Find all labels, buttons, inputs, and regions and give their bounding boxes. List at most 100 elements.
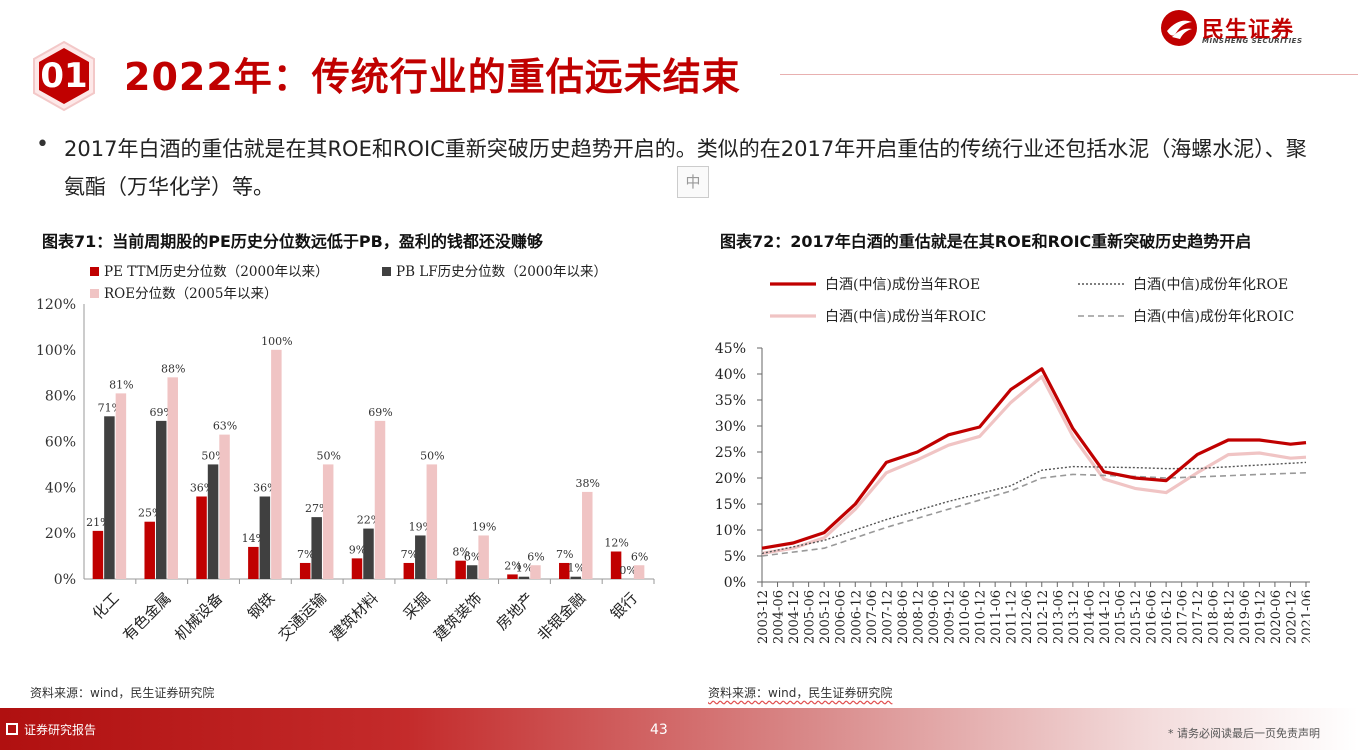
x-tick-label: 2007-06 [865, 590, 880, 644]
y-tick-label: 5% [724, 549, 746, 565]
bar [530, 565, 541, 579]
bar-value-label: 100% [261, 335, 292, 348]
x-tick-label: 2009-06 [927, 590, 942, 644]
bar [219, 434, 230, 579]
x-tick-label: 2014-06 [1082, 590, 1097, 644]
bar [633, 565, 645, 579]
x-tick-label: 2018-06 [1207, 590, 1222, 644]
y-tick-label: 0% [724, 575, 746, 591]
bar-value-label: 12% [604, 537, 628, 550]
bar-value-label: 81% [109, 378, 133, 391]
bar-value-label: 50% [316, 449, 340, 462]
right-chart-title: 图表72：2017年白酒的重估就是在其ROE和ROIC重新突破历史趋势开启 [720, 232, 1252, 251]
bar [104, 416, 115, 579]
y-tick-label: 10% [715, 523, 746, 539]
right-source: 资料来源：wind，民生证券研究院 [708, 686, 893, 700]
x-category-label: 交通运输 [275, 589, 330, 644]
bar [507, 574, 518, 579]
x-tick-label: 2011-06 [989, 590, 1004, 644]
x-tick-label: 2010-06 [958, 590, 973, 644]
bar-value-label: 63% [213, 420, 237, 433]
bar [299, 562, 311, 579]
x-tick-label: 2006-06 [834, 590, 849, 644]
bar-value-label: 6% [631, 550, 648, 563]
bar-value-label: 7% [401, 548, 418, 561]
x-tick-label: 2005-06 [803, 590, 818, 644]
footer-bar: 证券研究报告 43 * 请务必阅读最后一页免责声明 [0, 708, 1358, 750]
bar-value-label: 9% [349, 543, 366, 556]
x-tick-label: 2003-12 [756, 590, 771, 644]
x-tick-label: 2008-12 [911, 590, 926, 644]
bar-value-label: 88% [161, 362, 185, 375]
y-tick-label: 80% [45, 389, 76, 405]
y-tick-label: 30% [715, 419, 746, 435]
series-line [761, 367, 1307, 550]
report-icon [6, 723, 18, 735]
bar-value-label: 8% [452, 546, 469, 559]
x-tick-label: 2013-12 [1067, 590, 1082, 644]
bar-value-label: 19% [472, 520, 496, 533]
bar [518, 576, 530, 579]
bar [455, 560, 466, 579]
x-tick-label: 2018-12 [1222, 590, 1237, 644]
y-tick-label: 45% [715, 341, 746, 357]
page-number: 43 [650, 722, 668, 738]
series-line [761, 375, 1307, 555]
legend-label: PE TTM历史分位数（2000年以来） [104, 264, 329, 280]
bar [478, 535, 489, 579]
y-tick-label: 15% [715, 497, 746, 513]
bar [374, 420, 386, 579]
x-category-label: 建筑材料 [327, 589, 382, 644]
y-tick-label: 40% [45, 480, 76, 496]
bar [403, 562, 415, 579]
left-chart-title: 图表71：当前周期股的PE历史分位数远低于PB，盈利的钱都还没赚够 [42, 232, 543, 251]
bar-value-label: 7% [297, 548, 314, 561]
x-category-label: 建筑装饰 [430, 589, 485, 644]
bar [207, 464, 219, 579]
x-tick-label: 2019-12 [1253, 590, 1268, 644]
legend-label: 白酒(中信)成份当年ROIC [825, 309, 986, 325]
x-tick-label: 2010-12 [974, 590, 989, 644]
bar-value-label: 50% [420, 449, 444, 462]
x-category-label: 银行 [607, 589, 641, 623]
left-source: 资料来源：wind，民生证券研究院 [30, 686, 215, 700]
y-tick-label: 25% [715, 445, 746, 461]
bar [582, 491, 593, 579]
legend-label: 白酒(中信)成份当年ROE [825, 277, 980, 293]
bar [351, 558, 363, 579]
page-title: 2022年：传统行业的重估远未结束 [124, 55, 741, 99]
disclaimer-note[interactable]: * 请务必阅读最后一页免责声明 [1168, 727, 1320, 740]
x-tick-label: 2009-12 [943, 590, 958, 644]
y-tick-label: 120% [36, 297, 76, 313]
x-category-label: 机械设备 [171, 589, 226, 644]
bar-value-label: 0% [619, 564, 636, 577]
bar [144, 521, 155, 579]
hexagon-icon [33, 40, 95, 112]
y-tick-label: 100% [36, 343, 76, 359]
footer-label: 证券研究报告 [24, 723, 97, 737]
bar-value-label: 2% [504, 559, 521, 572]
bar [196, 496, 207, 579]
x-tick-label: 2011-12 [1005, 590, 1020, 644]
x-tick-label: 2007-12 [880, 590, 895, 644]
x-tick-label: 2012-06 [1020, 590, 1035, 644]
y-tick-label: 20% [45, 526, 76, 542]
bar [415, 535, 426, 579]
x-tick-label: 2016-12 [1160, 590, 1175, 644]
bar-value-label: 69% [368, 406, 392, 419]
bar [311, 517, 322, 579]
bar-value-label: 38% [576, 477, 600, 490]
legend-label: PB LF历史分位数（2000年以来） [396, 264, 607, 280]
x-category-label: 采掘 [400, 589, 434, 623]
x-tick-label: 2020-12 [1284, 590, 1299, 644]
logo-text-cn: 民生证券 [1202, 18, 1295, 43]
y-tick-label: 35% [715, 393, 746, 409]
bar [610, 551, 622, 579]
x-tick-label: 2017-12 [1191, 590, 1206, 644]
bar-value-label: 6% [464, 550, 481, 563]
section-number: 01 [40, 56, 88, 96]
bullet-text: 2017年白酒的重估就是在其ROE和ROIC重新突破历史趋势开启的。类似的在20… [64, 137, 1307, 199]
ime-indicator[interactable]: 中 [677, 166, 709, 198]
y-tick-label: 40% [715, 367, 746, 383]
bar-value-label: 1% [516, 562, 533, 575]
